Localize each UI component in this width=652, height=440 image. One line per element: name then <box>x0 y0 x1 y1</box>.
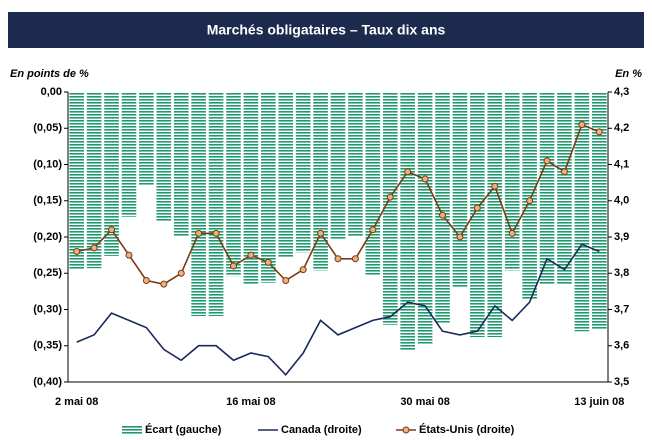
bar <box>261 92 276 283</box>
x-tick-label: 13 juin 08 <box>574 396 624 408</box>
point <box>90 244 98 252</box>
point <box>177 269 185 277</box>
y2-tick-label: 3,9 <box>614 231 629 243</box>
point <box>282 277 290 284</box>
bar <box>557 92 572 285</box>
y-tick-label: (0,10) <box>33 158 62 170</box>
point <box>421 175 429 183</box>
y-tick-label: (0,25) <box>33 267 62 279</box>
point <box>317 229 325 237</box>
legend-swatch <box>122 425 142 435</box>
bar <box>86 92 102 269</box>
point <box>439 211 447 219</box>
bar <box>522 92 537 301</box>
bar <box>400 92 415 351</box>
x-tick-label: 2 mai 08 <box>55 396 98 408</box>
y-tick-label: (0,30) <box>33 303 62 315</box>
bar <box>313 92 328 271</box>
bar <box>365 92 381 275</box>
y-tick-label: 0,00 <box>41 86 62 98</box>
legend-label: Canada (droite) <box>281 424 362 436</box>
bar <box>191 92 206 317</box>
bar <box>591 92 607 330</box>
bar <box>104 92 119 256</box>
y2-tick-label: 4,2 <box>614 122 629 134</box>
point <box>543 157 551 165</box>
point <box>299 266 307 274</box>
bar <box>226 92 241 277</box>
point <box>142 277 150 284</box>
point <box>160 280 168 288</box>
y2-tick-label: 4,1 <box>614 158 629 170</box>
point <box>195 229 203 237</box>
point <box>247 251 255 259</box>
bar <box>121 92 137 217</box>
bar <box>208 92 224 317</box>
point <box>560 168 568 176</box>
bar <box>139 92 154 185</box>
bar <box>417 92 433 344</box>
legend-label: États-Unis (droite) <box>419 423 515 436</box>
bar <box>243 92 259 285</box>
y2-tick-label: 4,3 <box>614 86 629 98</box>
title-band <box>8 12 644 48</box>
line <box>76 243 600 377</box>
point <box>386 193 394 201</box>
point <box>108 226 116 234</box>
bar <box>69 92 85 270</box>
bar <box>173 92 189 237</box>
point <box>473 204 481 212</box>
bar <box>330 92 346 240</box>
y-tick-label: (0,05) <box>33 122 62 134</box>
point <box>456 233 464 241</box>
y2-tick-label: 3,7 <box>614 303 629 315</box>
bar <box>156 92 172 222</box>
chart-title: Marchés obligataires – Taux dix ans <box>207 22 446 38</box>
bar <box>504 92 520 271</box>
y-tick-label: (0,35) <box>33 340 62 352</box>
point <box>351 255 359 263</box>
bar <box>295 92 311 253</box>
bar <box>435 92 450 323</box>
point <box>229 262 237 270</box>
y-tick-label: (0,40) <box>33 376 62 388</box>
bar <box>348 92 363 237</box>
bar <box>574 92 590 332</box>
y2-tick-label: 3,8 <box>614 267 629 279</box>
point <box>125 251 133 259</box>
point <box>491 182 499 190</box>
y-axis-label: En points de % <box>10 68 89 80</box>
point <box>73 248 81 255</box>
point <box>264 258 272 266</box>
y2-tick-label: 3,5 <box>614 376 629 388</box>
point <box>212 229 220 237</box>
bar <box>470 92 485 338</box>
point <box>578 121 586 129</box>
bar <box>539 92 555 285</box>
bar <box>278 92 294 258</box>
y-tick-label: (0,20) <box>33 231 62 243</box>
point <box>369 226 377 234</box>
x-tick-label: 30 mai 08 <box>400 396 450 408</box>
y-tick-label: (0,15) <box>33 195 62 207</box>
y2-axis-label: En % <box>615 68 642 80</box>
y2-tick-label: 4,0 <box>614 195 629 207</box>
point <box>404 168 412 176</box>
bar <box>487 92 503 338</box>
legend-label: Écart (gauche) <box>145 423 222 436</box>
x-tick-label: 16 mai 08 <box>226 396 276 408</box>
point <box>334 255 342 263</box>
legend-marker <box>402 426 410 434</box>
point <box>526 197 534 205</box>
point <box>508 229 516 237</box>
bar <box>382 92 398 325</box>
bar <box>452 92 468 288</box>
y2-tick-label: 3,6 <box>614 340 629 352</box>
point <box>595 128 603 136</box>
